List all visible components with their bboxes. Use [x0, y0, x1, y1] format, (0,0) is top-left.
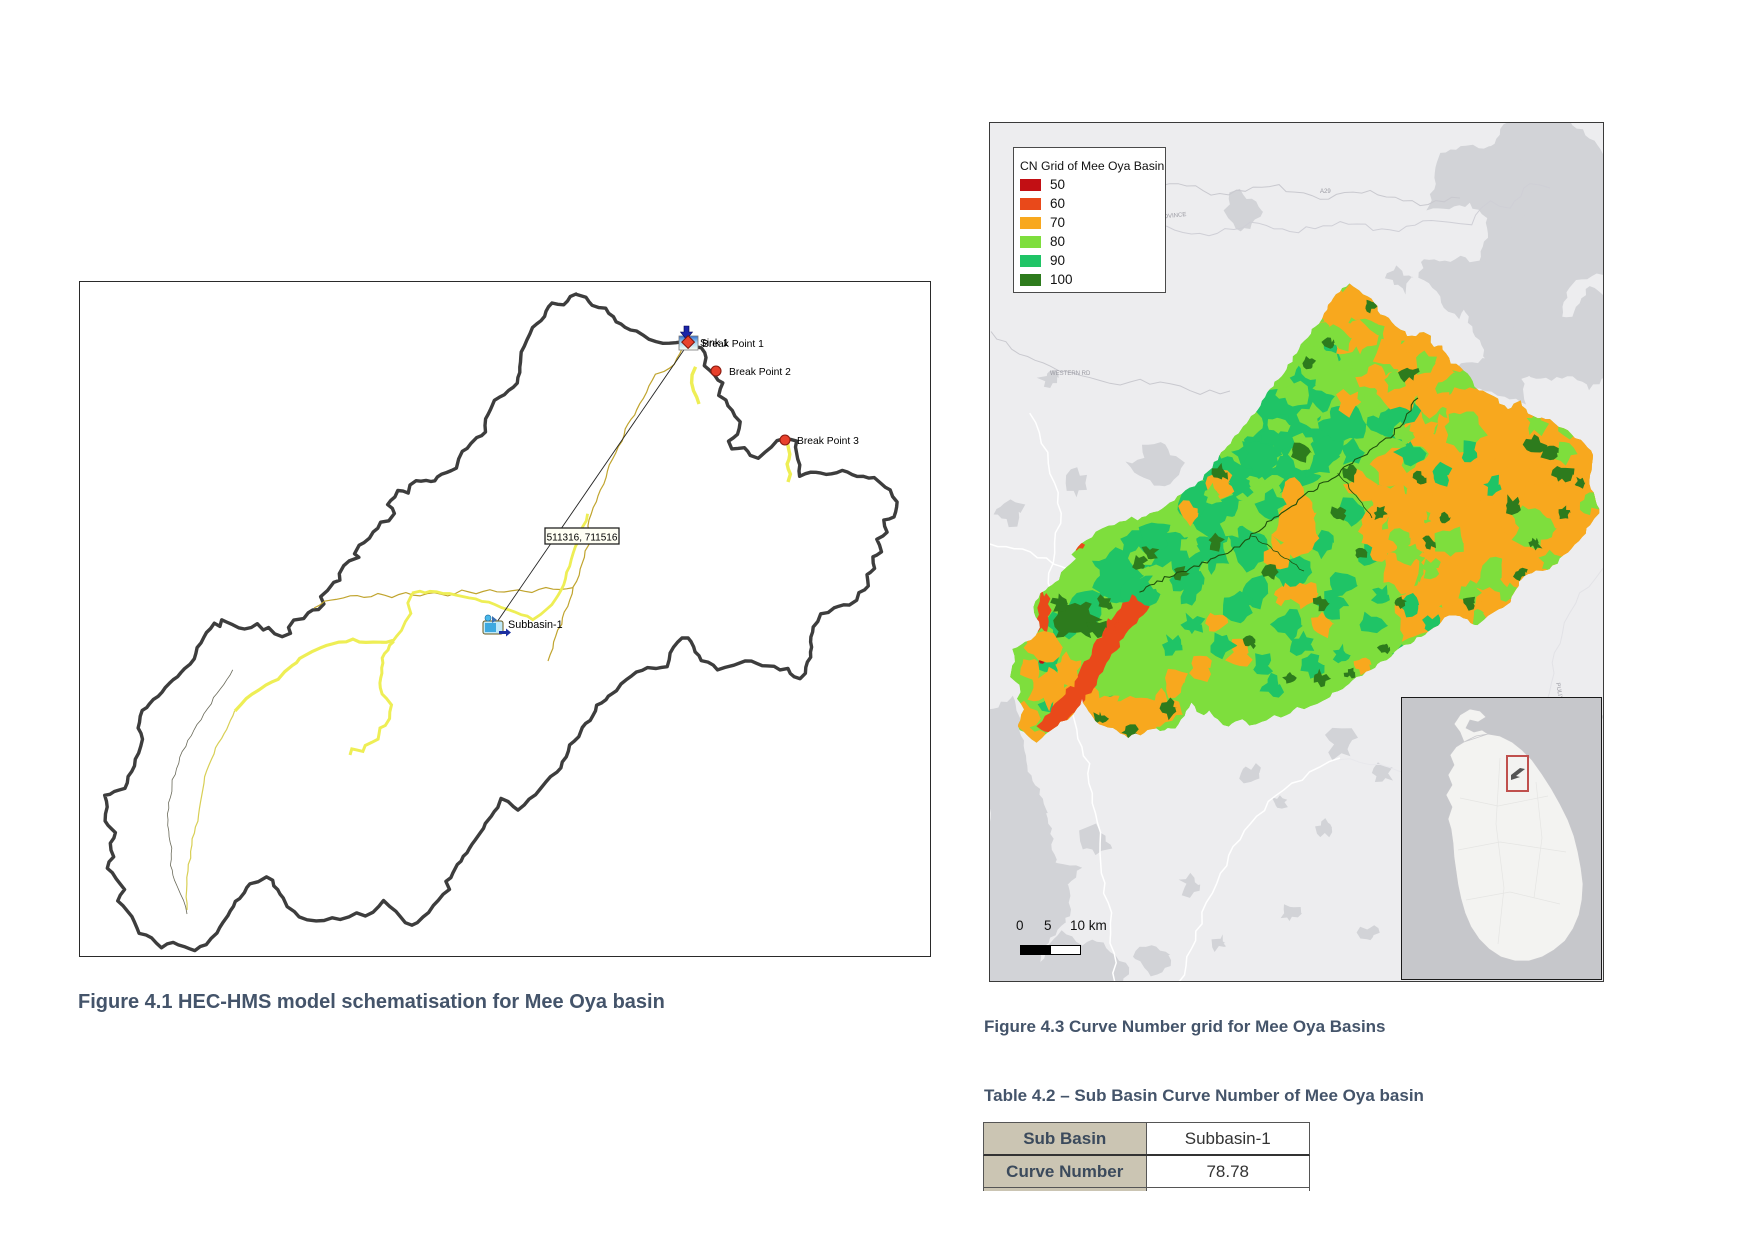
svg-text:Break Point 1: Break Point 1: [702, 339, 764, 350]
svg-text:A29: A29: [1320, 189, 1331, 195]
svg-text:Break Point 3: Break Point 3: [797, 436, 859, 447]
svg-text:Subbasin-1: Subbasin-1: [508, 619, 563, 631]
svg-text:WESTERN RD: WESTERN RD: [1050, 371, 1091, 377]
svg-text:Break Point 2: Break Point 2: [729, 367, 791, 378]
svg-text:511316, 711516: 511316, 711516: [547, 533, 618, 544]
svg-text:Sink 1: Sink 1: [700, 338, 729, 349]
